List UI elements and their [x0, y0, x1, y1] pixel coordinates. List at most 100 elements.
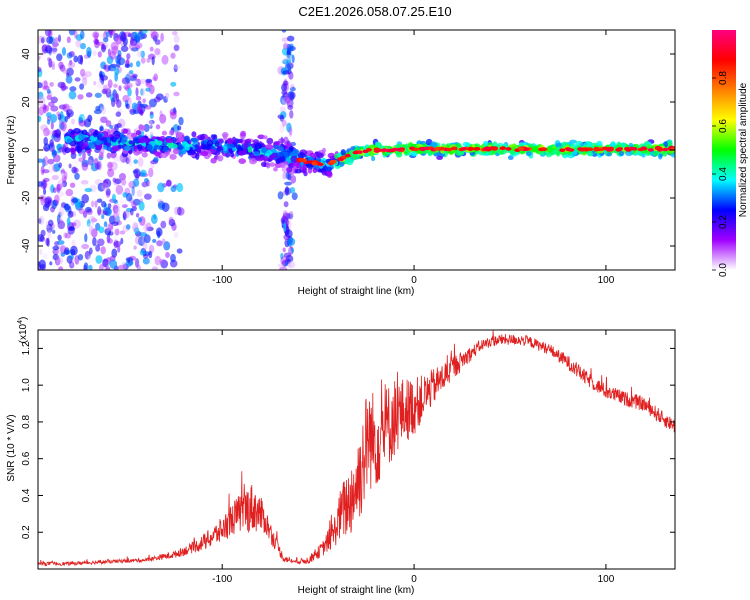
spectral-dot	[282, 151, 290, 157]
spectral-dot	[62, 67, 68, 74]
spectral-dot	[93, 109, 102, 115]
spectral-dot	[109, 163, 118, 169]
spectral-dot	[532, 146, 540, 153]
spectral-dot	[286, 98, 294, 108]
spectral-dot	[253, 151, 260, 156]
spectral-dot	[273, 167, 278, 172]
spectral-dot	[90, 218, 98, 223]
spectral-dot	[111, 248, 118, 258]
spectrogram-xtick-label: -100	[212, 275, 232, 286]
spectral-dot	[436, 155, 444, 160]
spectral-dot	[110, 151, 117, 159]
spectral-dot	[132, 178, 140, 188]
spectral-peak	[450, 146, 457, 151]
spectral-dot	[40, 229, 46, 237]
spectral-dot	[174, 206, 179, 215]
snr-area	[38, 330, 675, 567]
spectral-dot	[257, 134, 265, 140]
spectral-dot	[88, 141, 93, 148]
spectral-dot	[289, 86, 296, 92]
spectral-dot	[43, 127, 50, 137]
spectral-dot	[117, 245, 121, 253]
spectral-dot	[92, 31, 100, 39]
spectral-dot	[88, 225, 94, 236]
spectral-dot	[97, 160, 103, 171]
spectral-dot	[67, 210, 74, 218]
spectral-dot	[127, 33, 132, 38]
spectral-dot	[57, 179, 64, 189]
spectral-dot	[105, 225, 111, 231]
spectral-dot	[154, 39, 161, 45]
spectral-dot	[84, 233, 88, 243]
spectrogram-xlabel: Height of straight line (km)	[298, 286, 415, 297]
spectral-dot	[63, 171, 68, 180]
spectral-dot	[99, 126, 104, 132]
spectral-dot	[160, 259, 169, 269]
spectral-dot	[184, 143, 191, 151]
spectral-dot	[108, 215, 116, 225]
spectral-dot	[156, 48, 162, 58]
spectral-dot	[321, 169, 328, 176]
snr-ytick-label: 0.4	[21, 488, 32, 502]
spectral-dot	[71, 160, 80, 168]
spectral-dot	[144, 177, 149, 183]
spectral-dot	[288, 71, 294, 80]
spectral-dot	[139, 169, 147, 177]
spectral-dot	[70, 245, 78, 256]
spectral-dot	[81, 129, 88, 136]
spectral-dot	[47, 229, 52, 239]
spectral-dot	[146, 57, 151, 63]
spectral-dot	[229, 151, 235, 158]
spectral-dot	[297, 152, 306, 159]
spectral-dot	[43, 143, 51, 152]
spectral-dot	[123, 136, 129, 141]
spectral-dot	[84, 71, 92, 78]
spectral-dot	[140, 131, 145, 137]
spectral-dot	[113, 234, 118, 243]
spectral-dot	[282, 57, 288, 63]
spectral-dot	[244, 138, 252, 143]
spectral-dot	[114, 67, 120, 76]
spectral-dot	[114, 208, 121, 215]
spectral-dot	[240, 130, 247, 137]
spectral-dot	[106, 55, 114, 65]
spectral-peak	[662, 147, 669, 152]
spectral-dot	[430, 141, 438, 148]
spectral-dot	[141, 181, 148, 188]
spectral-dot	[60, 252, 66, 257]
spectral-dot	[43, 188, 47, 195]
spectral-dot	[130, 47, 139, 52]
spectral-dot	[50, 96, 58, 104]
snr-xtick-label: 100	[598, 574, 615, 585]
spectral-dot	[115, 215, 120, 224]
spectral-dot	[260, 161, 268, 168]
spectral-dot	[282, 70, 290, 75]
spectral-dot	[312, 167, 318, 174]
spectral-dot	[94, 32, 99, 41]
spectral-dot	[153, 156, 159, 162]
spectrogram-ylabel: Frequency (Hz)	[6, 116, 17, 185]
spectral-dot	[149, 124, 153, 129]
spectral-dot	[101, 43, 105, 50]
spectral-dot	[107, 238, 113, 244]
spectral-dot	[287, 247, 292, 253]
spectral-dot	[139, 103, 148, 108]
spectral-dot	[218, 138, 224, 144]
spectral-dot	[129, 208, 134, 216]
snr-scale-suffix: )	[18, 317, 29, 320]
spectral-dot	[66, 36, 71, 44]
spectral-peak	[385, 148, 392, 153]
spectral-dot	[266, 137, 274, 145]
spectral-dot	[277, 191, 284, 200]
spectral-dot	[129, 36, 134, 47]
spectral-dot	[78, 133, 84, 141]
snr-xtick-label: 0	[411, 574, 417, 585]
spectral-dot	[80, 30, 85, 40]
spectral-peak	[617, 147, 623, 151]
spectral-dot	[175, 131, 183, 138]
spectral-dot	[202, 145, 211, 150]
spectral-dot	[87, 165, 92, 171]
spectral-dot	[136, 189, 143, 198]
spectral-dot	[210, 157, 217, 164]
spectral-dot	[281, 119, 288, 127]
